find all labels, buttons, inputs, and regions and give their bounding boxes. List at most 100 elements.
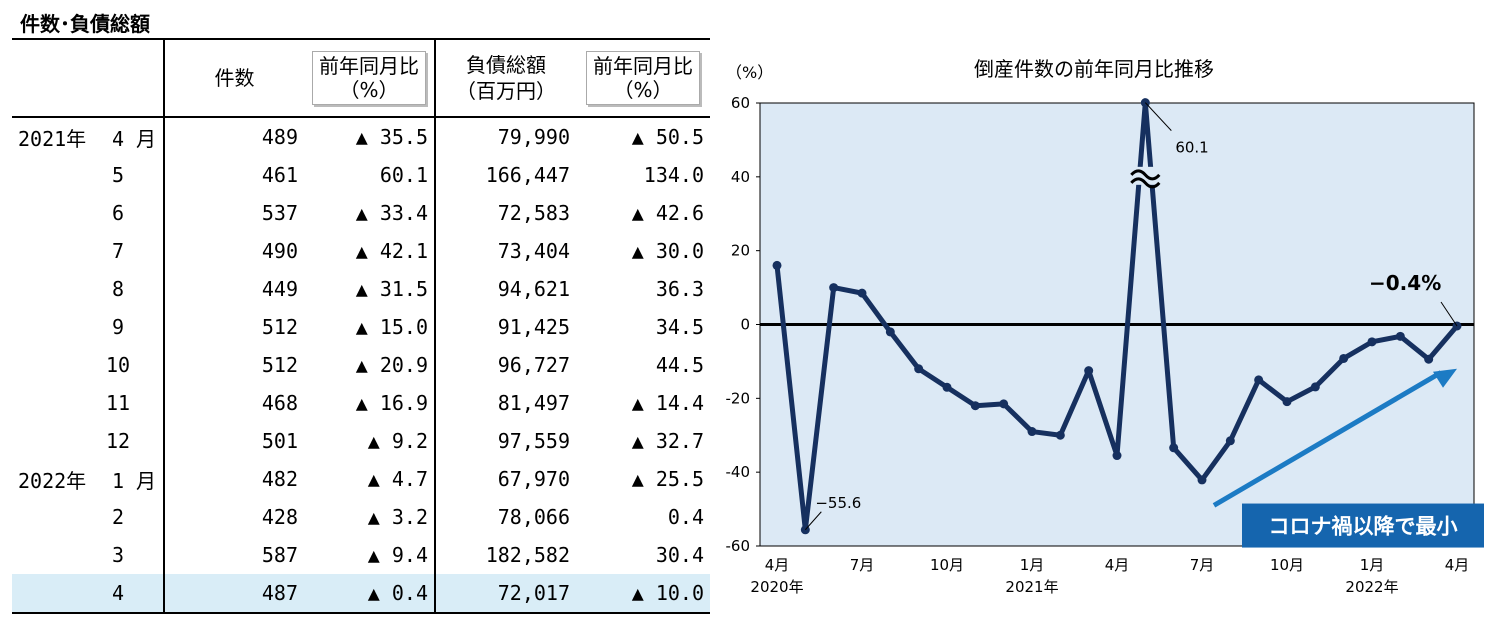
data-table: 件数 前年同月比 （%） 負債総額 （百万円） 前年同月比 （%） — [12, 38, 710, 614]
header-debt-yoy-box: 前年同月比 （%） — [586, 51, 700, 105]
period-year: 2022年 — [18, 468, 87, 493]
period-cell: 11 — [12, 384, 165, 422]
period-month: 9 — [111, 315, 125, 339]
data-point — [1367, 337, 1377, 347]
last-leader-line — [1440, 301, 1458, 327]
header-count: 件数 — [164, 38, 304, 118]
debt-yoy-cell: ▲ 14.4 — [631, 391, 704, 415]
data-point — [1169, 443, 1179, 453]
data-point — [829, 283, 839, 293]
period-cell: 12 — [12, 422, 165, 460]
x-tick-label: 10月 — [1270, 556, 1304, 574]
max-leader-line — [1144, 102, 1172, 131]
x-tick-label: 10月 — [930, 556, 964, 574]
period-month: 3 — [111, 543, 125, 567]
count-cell: 501 — [261, 429, 298, 453]
annotation-layer: −55.6 60.1 −0.4% コロナ禍以降で最小 — [804, 102, 1484, 548]
debt-yoy-cell: 134.0 — [643, 163, 704, 187]
x-axis: 4月 7月 10月 1月 4月 7月 10月 1月 4月 2020年 2021年 2022年 — [750, 556, 1469, 596]
header-debt-yoy: 前年同月比 （%） — [576, 38, 710, 118]
data-point — [1282, 397, 1292, 407]
debt-yoy-cell: ▲ 25.5 — [631, 467, 704, 491]
count-yoy-cell: ▲ 16.9 — [304, 384, 436, 422]
data-point — [885, 327, 895, 337]
table-row: 2 428 ▲ 3.2 78,066 0.4 — [12, 498, 710, 536]
debt-yoy-cell: ▲ 50.5 — [631, 125, 704, 149]
x-tick-label: 7月 — [1190, 556, 1215, 574]
debt-cell: 79,990 — [497, 125, 570, 149]
data-point — [1027, 427, 1037, 437]
period-cell: 7 — [12, 232, 165, 270]
data-point — [1055, 430, 1065, 440]
period-cell: 10 — [12, 346, 165, 384]
header-debt-yoy-line2: （%） — [613, 78, 673, 102]
x-year-label: 2021年 — [1005, 578, 1058, 596]
period-year: 2021年 — [18, 126, 87, 151]
table-row: 7 490 ▲ 42.1 73,404 ▲ 30.0 — [12, 232, 710, 270]
count-cell: 512 — [261, 353, 298, 377]
debt-cell: 166,447 — [485, 163, 570, 187]
x-tick-label: 7月 — [850, 556, 875, 574]
period-cell: 2 — [12, 498, 165, 536]
count-yoy-cell: ▲ 31.5 — [304, 270, 436, 308]
count-cell: 587 — [261, 543, 298, 567]
count-cell: 489 — [261, 125, 298, 149]
header-debt: 負債総額 （百万円） — [435, 38, 576, 118]
period-month: 12 — [105, 429, 131, 453]
period-cell: 9 — [12, 308, 165, 346]
y-tick-label: 40 — [731, 168, 750, 186]
x-tick-label: 4月 — [1445, 556, 1470, 574]
header-debt-line2: （百万円） — [456, 79, 556, 103]
period-month: 4 — [111, 126, 125, 151]
count-yoy-cell: ▲ 42.1 — [304, 232, 436, 270]
table-title: 件数･負債総額 — [20, 12, 150, 36]
period-month-suffix: 月 — [136, 126, 156, 151]
max-value-label: 60.1 — [1175, 139, 1208, 157]
table-row: 6 537 ▲ 33.4 72,583 ▲ 42.6 — [12, 194, 710, 232]
count-cell: 490 — [261, 239, 298, 263]
debt-cell: 72,017 — [435, 574, 576, 614]
data-point — [1310, 382, 1320, 392]
last-value-label: −0.4% — [1369, 271, 1441, 295]
table-row: 5 461 60.1 166,447 134.0 — [12, 156, 710, 194]
table-row: 9 512 ▲ 15.0 91,425 34.5 — [12, 308, 710, 346]
debt-cell: 182,582 — [485, 543, 570, 567]
debt-yoy-cell: 0.4 — [667, 505, 704, 529]
data-point — [857, 288, 867, 298]
table-row: 10 512 ▲ 20.9 96,727 44.5 — [12, 346, 710, 384]
debt-cell: 67,970 — [497, 467, 570, 491]
period-cell: 2021年 4 月 — [12, 117, 165, 156]
table-row: 2022年 1 月 482 ▲ 4.7 67,970 ▲ 25.5 — [12, 460, 710, 498]
trend-arrow-head — [1433, 368, 1457, 388]
count-cell: 537 — [261, 201, 298, 225]
count-cell: 449 — [261, 277, 298, 301]
count-cell: 468 — [261, 391, 298, 415]
period-month: 8 — [111, 277, 125, 301]
count-yoy-cell: ▲ 3.2 — [304, 498, 436, 536]
count-cell: 482 — [261, 467, 298, 491]
period-cell: 8 — [12, 270, 165, 308]
period-month-suffix: 月 — [136, 468, 156, 493]
x-tick-label: 1月 — [1020, 556, 1045, 574]
y-tick-label: 20 — [731, 242, 750, 260]
debt-yoy-cell: 30.4 — [655, 543, 704, 567]
y-tick-label: 60 — [731, 94, 750, 112]
header-period — [12, 38, 165, 118]
header-count-yoy-box: 前年同月比 （%） — [312, 51, 426, 105]
header-count-yoy-line2: （%） — [339, 78, 399, 102]
count-cell: 461 — [261, 163, 298, 187]
axis-break-mark — [1130, 177, 1161, 189]
x-tick-label: 4月 — [1105, 556, 1130, 574]
period-month: 10 — [105, 353, 131, 377]
axis-break-mark — [1130, 169, 1161, 181]
table-row: 4 487 ▲ 0.4 72,017 ▲ 10.0 — [12, 574, 710, 614]
period-month: 2 — [111, 505, 125, 529]
period-cell: 4 — [12, 574, 165, 614]
table-row: 11 468 ▲ 16.9 81,497 ▲ 14.4 — [12, 384, 710, 422]
data-point — [772, 260, 782, 270]
x-year-label: 2020年 — [750, 578, 803, 596]
data-point — [1339, 353, 1349, 363]
count-yoy-cell: ▲ 20.9 — [304, 346, 436, 384]
count-yoy-cell: ▲ 0.4 — [304, 574, 436, 614]
y-tick-label: 0 — [740, 316, 750, 334]
